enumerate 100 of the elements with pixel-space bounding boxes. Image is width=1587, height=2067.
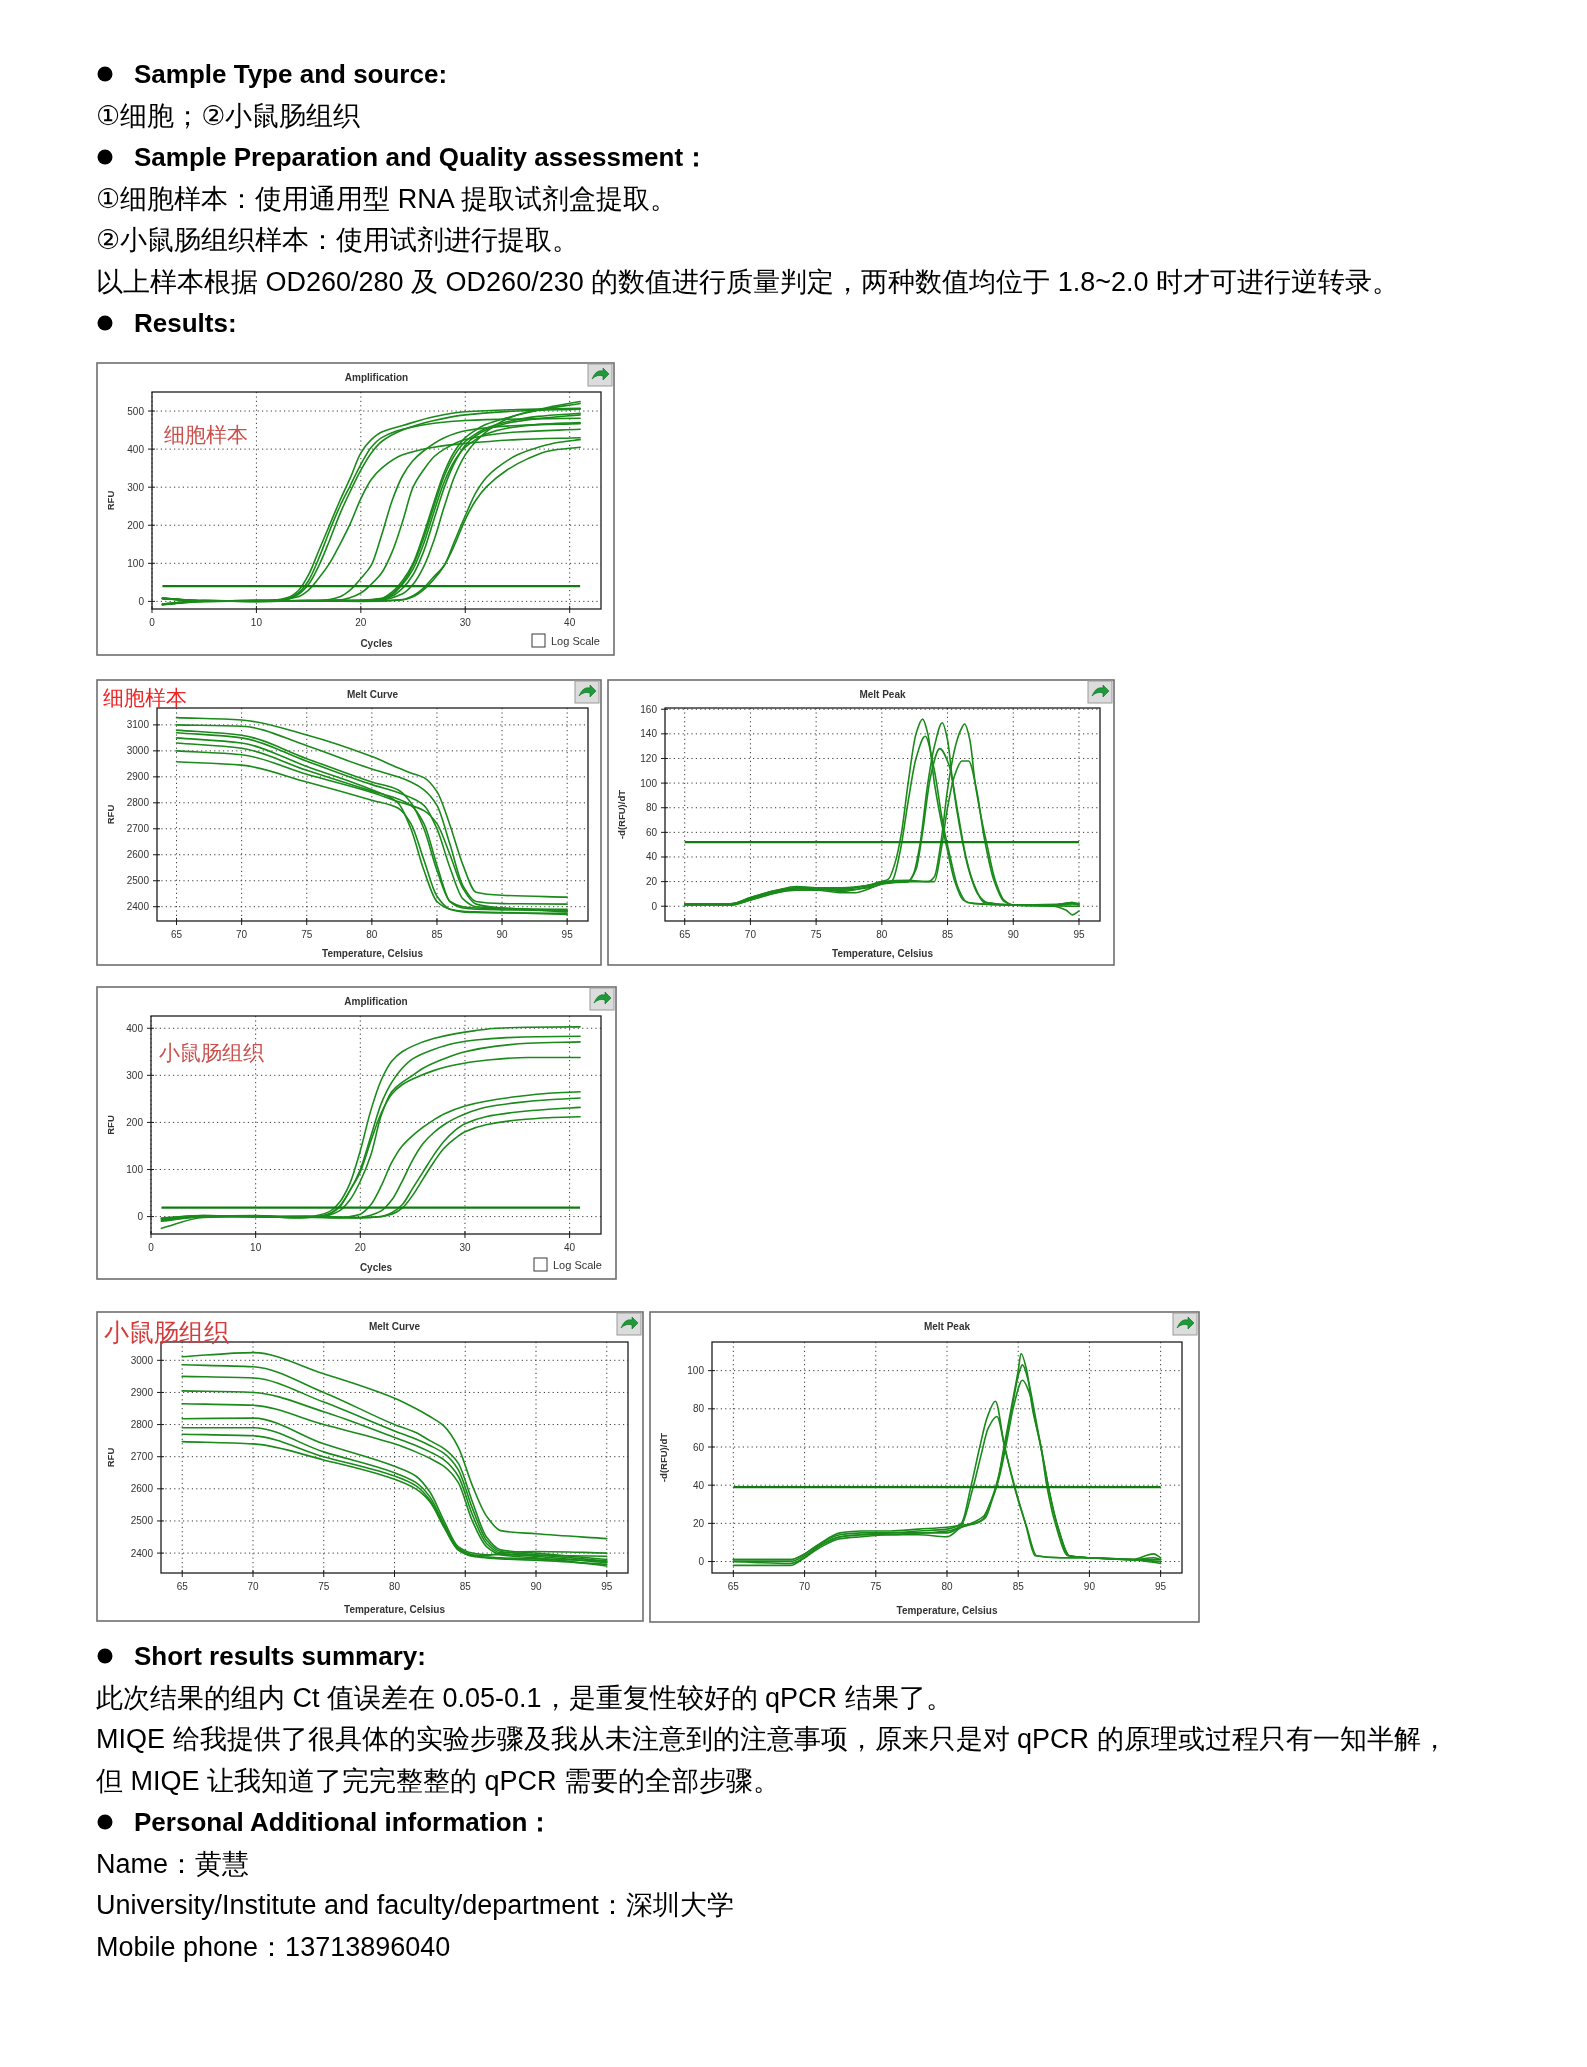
chart-title: Melt Curve: [368, 1321, 421, 1332]
y-tick-label: 0: [651, 900, 658, 912]
y-axis-title: RFU: [105, 490, 116, 511]
x-tick-label: 90: [1007, 929, 1020, 940]
x-tick-label: 90: [530, 1581, 543, 1592]
x-tick-label: 85: [459, 1581, 472, 1592]
y-tick-label: 80: [692, 1403, 705, 1415]
text: Sample Type and source:: [134, 59, 448, 89]
text: Name：黄慧: [96, 1848, 250, 1879]
y-tick-label: 400: [126, 1022, 144, 1034]
y-tick-label: 100: [127, 557, 145, 569]
y-tick-label: 2400: [126, 901, 150, 913]
y-tick-label: 0: [138, 595, 145, 607]
x-tick-label: 30: [459, 1242, 471, 1253]
x-tick-label: 65: [176, 1581, 189, 1592]
chart-title: Melt Peak: [923, 1321, 971, 1332]
chart-title: Amplification: [344, 996, 408, 1007]
text: Short results summary:: [134, 1641, 426, 1671]
x-tick-label: 70: [744, 929, 757, 940]
text: Results:: [134, 308, 237, 338]
x-tick-label: 80: [366, 929, 378, 940]
x-axis-title: Cycles: [360, 638, 394, 649]
y-tick-label: 80: [645, 802, 658, 814]
y-tick-label: 2700: [130, 1451, 154, 1463]
annotation: 小鼠肠组织: [159, 1041, 264, 1064]
x-tick-label: 75: [301, 929, 313, 940]
y-axis-title: -d(RFU)/dT: [658, 1432, 669, 1483]
text: 此次结果的组内 Ct 值误差在 0.05-0.1，是重复性较好的 qPCR 结果了。: [96, 1682, 953, 1713]
y-tick-label: 100: [687, 1365, 705, 1377]
x-tick-label: 65: [679, 929, 691, 940]
chart-title: Melt Peak: [859, 689, 906, 700]
text: University/Institute and faculty/department：深圳大学: [96, 1890, 734, 1920]
x-axis-title: Temperature, Celsius: [344, 1604, 446, 1615]
text: Sample Preparation and Quality assessment：: [134, 142, 710, 172]
x-tick-label: 85: [431, 929, 443, 940]
x-tick-label: 85: [1012, 1581, 1025, 1592]
y-tick-label: 2800: [126, 797, 150, 809]
y-tick-label: 2900: [130, 1386, 154, 1398]
y-tick-label: 3000: [126, 745, 150, 757]
y-tick-label: 100: [640, 777, 658, 789]
y-tick-label: 2400: [130, 1547, 154, 1559]
y-axis-title: RFU: [105, 804, 116, 825]
y-tick-label: 60: [692, 1441, 705, 1453]
text: Log Scale: [551, 635, 600, 647]
x-tick-label: 95: [561, 929, 574, 940]
x-tick-label: 80: [941, 1581, 953, 1592]
text: ②小鼠肠组织样本：使用试剂进行提取。: [96, 225, 580, 255]
x-axis-title: Temperature, Celsius: [832, 948, 934, 959]
x-tick-label: 75: [870, 1581, 882, 1592]
y-tick-label: 2900: [126, 771, 150, 783]
y-tick-label: 120: [640, 752, 658, 764]
x-tick-label: 10: [250, 617, 263, 628]
annotation: 细胞样本: [103, 686, 187, 709]
x-tick-label: 90: [496, 929, 509, 940]
x-tick-label: 65: [170, 929, 183, 940]
x-tick-label: 95: [1073, 929, 1085, 940]
y-tick-label: 3000: [130, 1354, 154, 1366]
x-tick-label: 70: [236, 929, 248, 940]
x-tick-label: 80: [388, 1581, 401, 1592]
text: 但 MIQE 让我知道了完完整整的 qPCR 需要的全部步骤。: [96, 1765, 781, 1796]
chart-title: Amplification: [344, 372, 409, 383]
chart-title: Melt Curve: [346, 689, 399, 700]
x-tick-label: 70: [799, 1581, 811, 1592]
x-tick-label: 70: [247, 1581, 259, 1592]
x-tick-label: 90: [1083, 1581, 1096, 1592]
y-tick-label: 2500: [130, 1515, 154, 1527]
annotation: 细胞样本: [164, 423, 248, 446]
y-tick-label: 2600: [126, 849, 150, 861]
text: Log Scale: [553, 1259, 602, 1271]
y-tick-label: 300: [126, 1069, 144, 1081]
y-tick-label: 2700: [126, 823, 150, 835]
x-axis-title: Temperature, Celsius: [322, 948, 424, 959]
y-tick-label: 140: [640, 728, 658, 740]
y-tick-label: 100: [126, 1163, 144, 1175]
y-tick-label: 200: [127, 519, 145, 531]
x-tick-label: 85: [941, 929, 954, 940]
y-axis-title: RFU: [105, 1115, 116, 1135]
y-tick-label: 160: [640, 703, 658, 715]
y-tick-label: 0: [137, 1211, 144, 1223]
text: MIQE 给我提供了很具体的实验步骤及我从未注意到的注意事项，原来只是对 qPCR 的原理或过程只有一知半解，: [96, 1724, 1448, 1754]
x-axis-title: Cycles: [359, 1262, 393, 1273]
x-tick-label: 80: [876, 929, 888, 940]
y-tick-label: 20: [692, 1517, 705, 1529]
x-tick-label: 65: [727, 1581, 740, 1592]
x-tick-label: 75: [318, 1581, 330, 1592]
y-tick-label: 2500: [126, 875, 150, 887]
y-tick-label: 2800: [130, 1419, 154, 1431]
y-tick-label: 0: [698, 1556, 705, 1568]
text: 以上样本根据 OD260/280 及 OD260/230 的数值进行质量判定，两种数值均位于 1.8~2.0 时才可进行逆转录。: [96, 266, 1400, 297]
x-axis-title: Temperature, Celsius: [896, 1605, 998, 1616]
y-axis-title: -d(RFU)/dT: [616, 789, 627, 840]
y-tick-label: 400: [127, 443, 145, 455]
x-tick-label: 95: [601, 1581, 613, 1592]
x-tick-label: 40: [564, 1242, 576, 1253]
annotation: 小鼠肠组织: [104, 1318, 229, 1346]
y-tick-label: 40: [645, 851, 658, 863]
text: Mobile phone：13713896040: [96, 1931, 451, 1962]
x-tick-label: 95: [1155, 1581, 1167, 1592]
x-tick-label: 40: [564, 617, 576, 628]
x-tick-label: 20: [355, 617, 367, 628]
